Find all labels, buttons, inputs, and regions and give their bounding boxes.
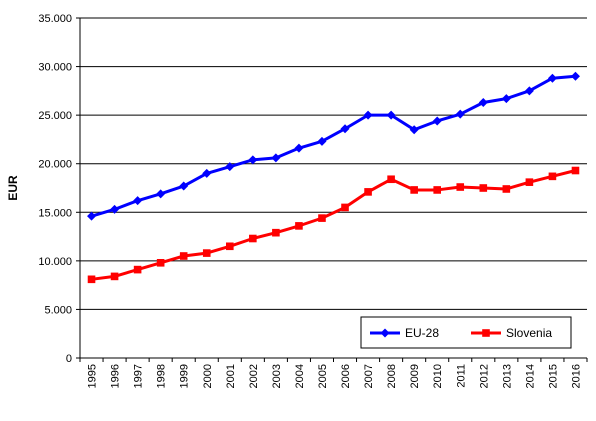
data-point: [548, 172, 557, 181]
x-tick-label: 1998: [156, 364, 168, 388]
y-tick-label: 10.000: [38, 256, 72, 268]
data-point: [133, 196, 143, 206]
data-point: [202, 168, 212, 178]
data-point: [248, 155, 258, 165]
data-point: [525, 178, 534, 186]
data-point: [387, 175, 395, 184]
data-point: [570, 71, 580, 81]
series-0: [87, 71, 580, 221]
x-tick-label: 2001: [225, 364, 237, 388]
legend-marker: [380, 328, 390, 338]
data-point: [455, 109, 465, 119]
data-point: [410, 186, 418, 194]
x-tick-label: 2005: [317, 364, 329, 388]
x-tick-label: 2008: [386, 364, 398, 388]
x-tick-label: 2014: [524, 364, 536, 388]
x-tick-label: 2007: [363, 364, 375, 388]
series-group: [87, 71, 580, 284]
data-point: [571, 166, 580, 175]
data-point: [524, 86, 534, 96]
x-tick-label: 2013: [501, 364, 513, 388]
series-line: [91, 169, 576, 281]
x-tick-label: 2003: [271, 364, 283, 388]
data-point: [479, 184, 488, 192]
y-tick-label: 5.000: [44, 304, 72, 316]
x-tick-label: 2016: [570, 364, 582, 388]
data-point: [225, 162, 235, 172]
y-tick-label: 35.000: [38, 13, 72, 25]
data-point: [363, 110, 373, 120]
data-point: [225, 242, 234, 251]
data-point: [110, 272, 119, 281]
y-tick-label: 0: [66, 353, 72, 365]
x-tick-label: 2000: [202, 364, 214, 388]
x-tick-label: 2002: [248, 364, 260, 388]
x-tick-label: 1996: [110, 364, 122, 388]
y-tick-label: 15.000: [38, 207, 72, 219]
data-point: [386, 110, 396, 120]
data-point: [202, 249, 211, 257]
x-tick-label: 2015: [547, 364, 559, 388]
data-point: [501, 94, 511, 104]
data-point: [156, 259, 165, 267]
x-tick-label: 2012: [478, 364, 490, 388]
legend-marker: [482, 329, 490, 337]
legend-items: EU-28 Slovenia: [370, 326, 552, 340]
data-point: [271, 153, 281, 163]
x-tick-label: 1997: [133, 364, 145, 388]
series-line: [91, 74, 576, 218]
series-1: [87, 166, 580, 284]
y-axis-ticks: 0 5.000 10.000 15.000 20.000 25.000 30.000 35.0…: [38, 13, 80, 365]
data-point: [87, 275, 96, 284]
data-point: [179, 252, 188, 260]
data-point: [364, 188, 372, 196]
data-point: [179, 181, 189, 191]
x-tick-label: 1999: [179, 364, 191, 388]
x-tick-label: 1995: [87, 364, 99, 388]
data-point: [295, 222, 303, 230]
data-point: [409, 125, 419, 135]
data-point: [502, 185, 511, 193]
data-point: [317, 136, 327, 146]
data-point: [272, 228, 280, 237]
data-point: [110, 204, 120, 214]
y-tick-label: 30.000: [38, 62, 72, 74]
data-point: [432, 116, 442, 126]
data-point: [340, 124, 350, 134]
data-point: [341, 203, 349, 212]
data-point: [87, 211, 97, 221]
data-point: [156, 189, 166, 199]
legend-label: EU-28: [405, 326, 439, 340]
x-tick-label: 2010: [432, 364, 444, 388]
legend: EU-28 Slovenia: [360, 316, 572, 349]
data-point: [249, 234, 257, 243]
x-tick-label: 2004: [294, 364, 306, 388]
data-point: [478, 98, 488, 108]
data-point: [433, 186, 442, 194]
data-point: [133, 265, 142, 274]
x-tick-label: 2009: [409, 364, 421, 388]
y-axis-label: EUR: [6, 175, 20, 201]
data-point: [547, 73, 557, 83]
data-point: [318, 214, 326, 222]
y-tick-label: 20.000: [38, 159, 72, 171]
y-tick-label: 25.000: [38, 110, 72, 122]
x-tick-label: 2006: [340, 364, 352, 388]
legend-label: Slovenia: [506, 326, 552, 340]
data-point: [456, 183, 465, 191]
x-tick-label: 2011: [455, 364, 467, 388]
data-point: [294, 143, 304, 153]
x-axis-ticks: 1995 1996 1997 1998 1999 2000 2001 2002 2003 2004…: [79, 358, 588, 388]
